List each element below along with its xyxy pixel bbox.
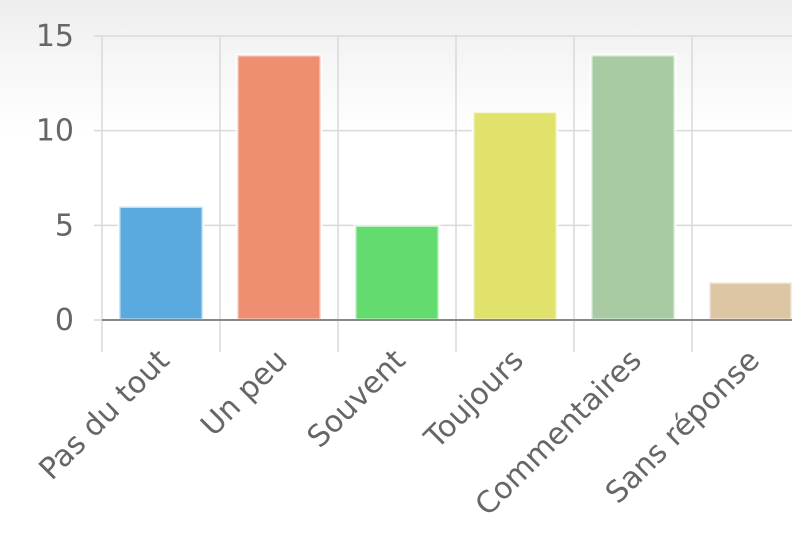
x-tick-label: Un peu <box>194 343 294 443</box>
bar-5 <box>707 280 792 322</box>
y-axis-ticks: 0 5 10 15 <box>36 19 74 338</box>
bar-0 <box>117 204 205 322</box>
bar-4 <box>589 53 677 322</box>
x-axis-ticks: Pas du tout Un peu Souvent ToujoursCommenta… <box>33 343 767 523</box>
x-tick-label: Toujours <box>417 343 530 456</box>
y-tick-label: 10 <box>36 114 74 149</box>
x-tick-label: Souvent <box>301 343 413 455</box>
bar-1 <box>235 53 323 322</box>
y-tick-label: 0 <box>55 303 74 338</box>
bar-2 <box>353 223 441 322</box>
y-tick-label: 15 <box>36 19 74 54</box>
bar-3 <box>471 110 559 322</box>
x-tick-label: Pas du tout <box>33 343 177 487</box>
y-tick-label: 5 <box>55 208 74 243</box>
